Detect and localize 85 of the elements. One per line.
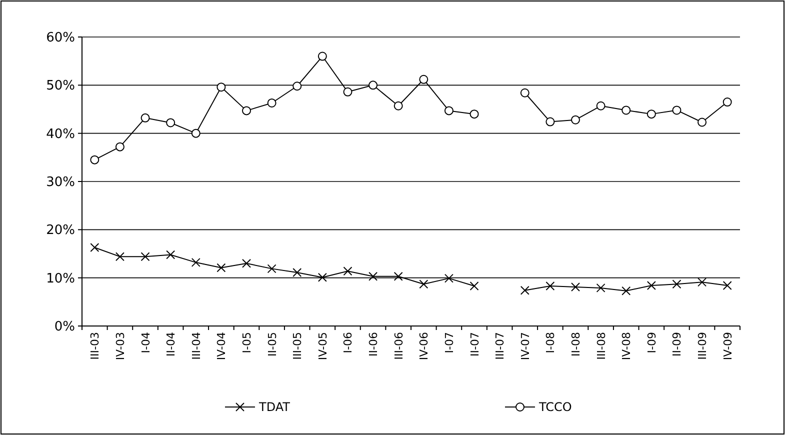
x-tick-label: III-06: [392, 332, 406, 360]
point: [242, 106, 251, 116]
legend-label: TCCO: [538, 400, 572, 414]
point: [546, 282, 555, 291]
point: [394, 272, 403, 281]
point: [166, 118, 176, 128]
point: [216, 82, 226, 92]
point: [343, 87, 352, 96]
point: [90, 242, 100, 252]
x-tick-label: II-08: [570, 332, 582, 356]
point: [698, 118, 707, 127]
x-tick-label: IV-09: [721, 332, 734, 360]
y-tick-label: 40%: [46, 126, 75, 142]
point: [115, 252, 124, 262]
point: [672, 280, 682, 289]
point: [166, 250, 176, 260]
point: [444, 106, 454, 116]
x-tick-label: III-08: [594, 332, 608, 360]
point: [520, 286, 530, 295]
x-tick-label: II-05: [266, 332, 279, 356]
x-tick-label: II-09: [670, 332, 684, 356]
point: [470, 282, 479, 291]
point: [343, 266, 352, 276]
x-tick-label: I-08: [544, 332, 558, 354]
x-tick-label: I-09: [645, 332, 658, 354]
x-tick-label: III-09: [696, 332, 710, 360]
x-tick-label: I-06: [342, 332, 355, 354]
point: [698, 278, 707, 287]
x-tick-label: II-06: [367, 332, 380, 356]
point: [571, 115, 580, 124]
x-tick-label: I-05: [240, 332, 254, 354]
point: [546, 117, 555, 126]
point: [191, 128, 200, 138]
point: [571, 282, 580, 292]
x-tick-label: III-04: [190, 332, 203, 360]
x-tick-label: I-07: [442, 332, 456, 354]
point: [368, 80, 378, 90]
point: [292, 268, 302, 278]
point: [646, 110, 656, 119]
y-tick-label: 0%: [54, 320, 75, 335]
x-tick-label: III-05: [291, 332, 304, 360]
point: [140, 113, 150, 122]
x-tick-label: III-03: [88, 332, 102, 360]
y-tick-label: 60%: [46, 30, 75, 46]
point: [318, 52, 327, 61]
x-tick-label: II-04: [164, 332, 178, 356]
y-tick-label: 30%: [46, 175, 75, 190]
point: [394, 101, 403, 110]
x-tick-label: IV-05: [316, 332, 330, 360]
point: [596, 283, 606, 292]
point: [191, 258, 200, 267]
point: [419, 280, 428, 289]
point: [722, 98, 732, 107]
point: [470, 110, 479, 119]
point: [622, 286, 631, 296]
x-tick-label: IV-08: [620, 332, 634, 360]
point: [267, 264, 276, 274]
x-tick-label: II-07: [468, 332, 482, 356]
x-tick-label: IV-06: [418, 332, 431, 360]
point: [267, 98, 276, 108]
point: [520, 88, 530, 98]
y-tick-label: 50%: [46, 78, 75, 94]
point: [646, 281, 656, 290]
point: [368, 272, 378, 281]
point: [318, 272, 327, 282]
x-tick-label: I-04: [139, 332, 152, 354]
point: [672, 106, 682, 115]
point: [90, 155, 100, 164]
point: [622, 106, 631, 115]
x-tick-label: IV-03: [114, 332, 127, 360]
point: [444, 274, 454, 283]
point: [292, 82, 302, 91]
point: [596, 101, 606, 110]
point: [140, 252, 150, 262]
legend-label: TDAT: [258, 400, 291, 414]
point: [419, 74, 428, 84]
point: [242, 258, 251, 268]
x-tick-label: III-07: [494, 332, 507, 360]
point: [216, 263, 226, 272]
y-tick-label: 10%: [46, 271, 75, 286]
point: [722, 281, 732, 290]
y-tick-label: 20%: [46, 223, 75, 238]
x-tick-label: IV-07: [518, 332, 532, 360]
x-tick-label: IV-04: [215, 332, 228, 360]
point: [115, 142, 124, 152]
